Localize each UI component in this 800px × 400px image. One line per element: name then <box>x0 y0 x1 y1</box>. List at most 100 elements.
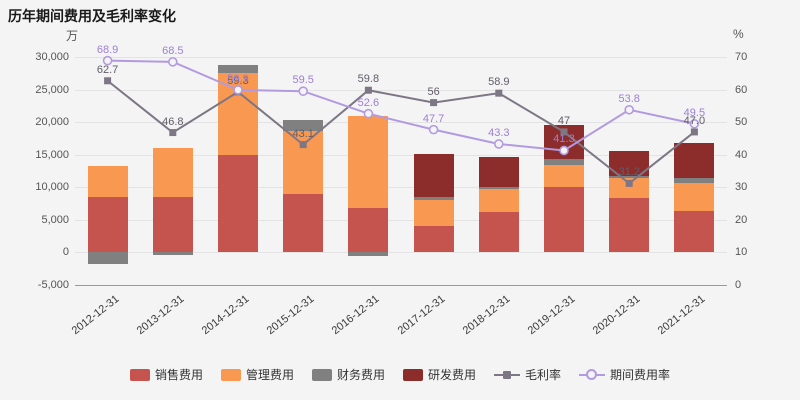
legend-item-管理费用[interactable]: 管理费用 <box>220 366 294 383</box>
bar-segment-销售费用 <box>609 197 650 253</box>
legend-item-财务费用[interactable]: 财务费用 <box>311 366 385 383</box>
value-label-毛利率: 47.0 <box>683 114 706 127</box>
legend-swatch-icon <box>129 368 150 381</box>
value-label-期间费用率: 59.5 <box>292 74 314 87</box>
value-label-毛利率: 62.7 <box>96 63 119 76</box>
left-axis-unit: 万 <box>65 29 78 43</box>
right-axis-tick-label: 50 <box>735 116 748 129</box>
circle-marker-icon <box>493 139 504 149</box>
bar-segment-管理费用 <box>87 165 128 198</box>
x-axis-category-label: 2017-12-31 <box>395 293 447 338</box>
circle-marker-icon <box>624 104 635 115</box>
left-axis-tick-label: 30,000 <box>35 51 69 63</box>
circle-marker-icon <box>168 57 178 67</box>
value-label-期间费用率: 43.3 <box>488 126 510 139</box>
legend-item-销售费用[interactable]: 销售费用 <box>129 366 203 383</box>
value-label-毛利率: 47 <box>557 114 571 127</box>
right-axis-tick-label: 0 <box>735 279 742 291</box>
bar-segment-销售费用 <box>544 187 584 253</box>
bar-segment-销售费用 <box>348 208 389 253</box>
gridline <box>75 219 727 221</box>
right-axis-tick-label: 10 <box>735 246 748 259</box>
bar-segment-管理费用 <box>152 148 193 198</box>
bar-segment-财务费用 <box>348 252 389 257</box>
legend-line-symbol <box>503 370 512 379</box>
legend-item-期间费用率[interactable]: 期间费用率 <box>579 366 670 383</box>
legend-item-label: 管理费用 <box>245 368 294 382</box>
right-axis-tick-label: 20 <box>735 213 748 226</box>
left-axis-tick-label: 15,000 <box>35 148 69 161</box>
x-axis-category-label: 2013-12-31 <box>134 293 187 338</box>
line-期间费用率 <box>107 59 695 152</box>
x-axis-category-label: 2021-12-31 <box>656 293 708 338</box>
value-label-期间费用率: 68.9 <box>96 43 119 56</box>
gridline <box>75 252 727 254</box>
value-label-期间费用率: 59.9 <box>227 72 249 85</box>
gridline <box>75 89 727 91</box>
bar-segment-财务费用 <box>674 177 715 184</box>
left-axis-tick-label: 5,000 <box>41 213 69 226</box>
x-axis-category-label: 2015-12-31 <box>264 293 317 338</box>
bar-segment-财务费用 <box>218 64 258 73</box>
x-axis-line <box>75 285 727 286</box>
bar-segment-财务费用 <box>87 252 128 265</box>
value-label-期间费用率: 68.5 <box>162 44 184 57</box>
bar-segment-财务费用 <box>152 252 193 256</box>
bar-segment-管理费用 <box>674 183 715 212</box>
legend-item-研发费用[interactable]: 研发费用 <box>403 366 476 383</box>
legend-swatch-icon <box>220 368 241 381</box>
legend-swatch-icon <box>311 368 332 381</box>
square-marker-icon <box>690 128 698 136</box>
bar-segment-销售费用 <box>478 212 519 253</box>
legend-swatch-icon <box>403 368 423 381</box>
value-label-期间费用率: 53.8 <box>618 92 640 105</box>
bar-segment-财务费用 <box>478 187 519 189</box>
right-axis-tick-label: 40 <box>735 148 748 161</box>
bar-segment-财务费用 <box>413 197 454 200</box>
x-axis-category-label: 2012-12-31 <box>69 293 121 338</box>
bar-segment-销售费用 <box>87 197 128 253</box>
legend-line-circle-icon <box>579 368 606 381</box>
left-axis-tick-label: 20,000 <box>35 116 69 129</box>
value-label-毛利率: 43.1 <box>292 127 314 140</box>
bar-segment-管理费用 <box>413 199 454 227</box>
right-axis-unit: % <box>733 27 744 41</box>
legend-item-label: 期间费用率 <box>610 368 671 382</box>
legend-line-square-icon <box>494 369 521 381</box>
bar-segment-研发费用 <box>478 156 519 188</box>
bar-segment-财务费用 <box>544 159 584 166</box>
value-label-毛利率: 59.3 <box>227 74 249 87</box>
legend-line-symbol <box>586 368 598 380</box>
left-axis-tick-label: 10,000 <box>35 181 69 194</box>
bar-segment-管理费用 <box>348 115 389 209</box>
square-marker-icon <box>104 77 112 85</box>
square-marker-icon <box>495 89 503 97</box>
bar-segment-管理费用 <box>544 165 584 188</box>
chart-title: 历年期间费用及毛利率变化 <box>8 8 176 24</box>
circle-marker-icon <box>428 124 439 135</box>
bar-segment-管理费用 <box>283 130 324 194</box>
bar-segment-销售费用 <box>674 211 715 253</box>
value-label-毛利率: 59.8 <box>357 73 380 86</box>
x-axis-category-label: 2019-12-31 <box>525 293 578 338</box>
right-axis-tick-label: 70 <box>735 51 748 63</box>
left-axis-tick-label: 25,000 <box>35 83 69 96</box>
legend: 销售费用 管理费用 财务费用 研发费用 毛利率 期间费用率 <box>0 366 800 383</box>
legend-item-label: 销售费用 <box>154 368 203 382</box>
value-label-期间费用率: 47.7 <box>422 112 445 125</box>
gridline <box>75 57 727 58</box>
value-label-毛利率: 56 <box>427 85 440 98</box>
bar-segment-销售费用 <box>218 154 258 253</box>
circle-marker-icon <box>298 86 309 96</box>
legend-item-label: 财务费用 <box>336 368 385 382</box>
x-axis-category-label: 2020-12-31 <box>590 293 643 338</box>
value-label-毛利率: 58.9 <box>488 76 510 89</box>
bar-segment-研发费用 <box>674 142 715 178</box>
square-marker-icon <box>430 99 438 107</box>
gridline <box>75 187 727 189</box>
right-axis-tick-label: 60 <box>735 83 748 96</box>
legend-item-毛利率[interactable]: 毛利率 <box>494 366 561 383</box>
right-axis-tick-label: 30 <box>735 181 748 194</box>
